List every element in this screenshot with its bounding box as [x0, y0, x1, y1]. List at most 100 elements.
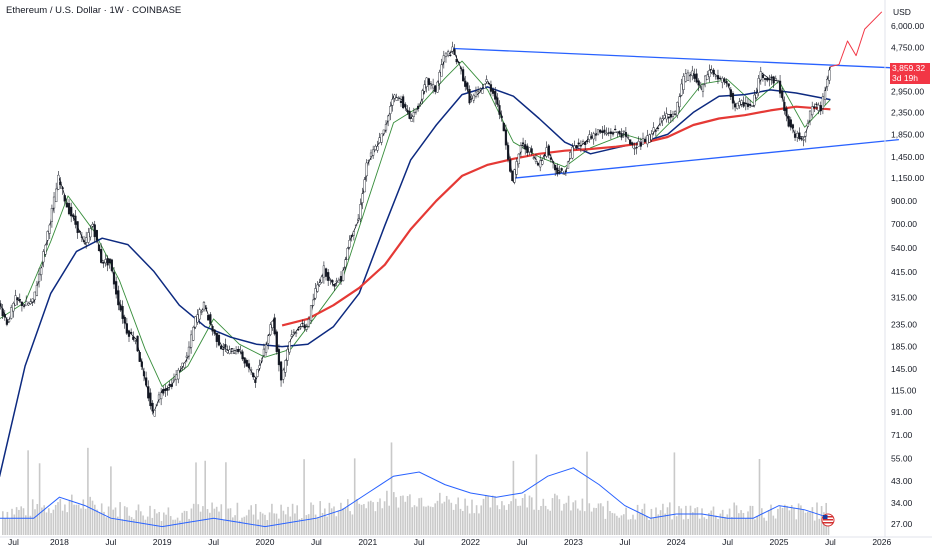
time-tick-label: Jul [517, 537, 528, 547]
volume-bar [222, 520, 225, 535]
candle-body [494, 91, 497, 100]
moving-average-mid-line [0, 86, 831, 478]
candle-body [562, 173, 565, 175]
volume-bar [501, 501, 503, 535]
candle-body [372, 149, 375, 156]
candle-body [125, 323, 128, 334]
price-tick-label: 540.00 [891, 243, 917, 253]
volume-bar [176, 517, 179, 535]
candle-body [279, 361, 283, 381]
time-tick-label: 2018 [50, 537, 69, 547]
candle-body [489, 84, 493, 92]
candle-body [712, 69, 715, 75]
volume-bar [225, 462, 227, 535]
volume-bar [468, 513, 471, 535]
candle-body [271, 320, 274, 328]
candle-body [609, 131, 612, 134]
volume-bar [20, 506, 22, 535]
candle-body [254, 379, 257, 383]
volume-bar [480, 505, 482, 535]
candle-body [744, 102, 747, 104]
volume-bar [682, 519, 685, 535]
candle-body [738, 101, 741, 106]
moving-average-slow-line [281, 105, 831, 327]
volume-bar [409, 494, 411, 535]
candle-body [472, 94, 475, 101]
candle-body [819, 105, 822, 112]
volume-bar [719, 513, 722, 535]
candle-body [153, 410, 156, 417]
volume-bar [756, 515, 758, 535]
candle-body [811, 106, 814, 115]
volume-bar [657, 514, 660, 535]
candle-body [729, 89, 732, 98]
volume-bar [330, 508, 333, 535]
price-tick-label: 1,150.00 [891, 173, 924, 183]
volume-bar [77, 504, 80, 535]
volume-bar [457, 497, 459, 535]
volume-bar [282, 510, 285, 535]
candle-body [192, 327, 195, 341]
volume-bar [450, 502, 453, 535]
candle-body [498, 105, 501, 115]
candle-body [410, 118, 413, 122]
candle-body [793, 133, 797, 138]
volume-bar [666, 507, 669, 535]
volume-bar [80, 508, 82, 535]
candle-body [327, 272, 330, 281]
candle-body [633, 147, 636, 150]
volume-bar [462, 511, 464, 535]
candle-body [611, 133, 615, 135]
candle-body [12, 303, 15, 312]
candle-body [168, 383, 171, 386]
candle-body [361, 193, 364, 203]
volume-bar [307, 514, 310, 535]
candle-body [234, 351, 238, 355]
candle-body [483, 84, 486, 89]
volume-bar [779, 506, 781, 535]
candle-body [333, 284, 336, 287]
candle-body [421, 90, 424, 100]
candle-body [172, 378, 176, 381]
volume-bar [319, 501, 321, 535]
volume-bar [813, 520, 816, 535]
volume-bar [590, 511, 593, 535]
candle-body [601, 130, 604, 133]
volume-bar [443, 501, 446, 535]
volume-bar [317, 517, 319, 535]
volume-bar [353, 458, 356, 535]
volume-bar [188, 518, 190, 535]
volume-bar [646, 516, 648, 535]
candle-body [429, 83, 433, 85]
candle-body [117, 290, 120, 306]
volume-bar [563, 503, 565, 535]
trendline-lower-line [513, 138, 899, 179]
candle-body [515, 161, 518, 175]
candle-body [759, 71, 762, 81]
candle-body [207, 315, 210, 321]
volume-bar [696, 507, 699, 535]
candle-body [170, 384, 173, 387]
candle-body [93, 224, 96, 238]
volume-bar [503, 505, 505, 535]
candle-body [768, 78, 771, 81]
trendline-upper-line [453, 47, 899, 69]
volume-bar [218, 511, 220, 535]
volume-bar [623, 514, 625, 535]
candle-body [55, 188, 58, 203]
candle-body [378, 137, 381, 143]
volume-bar [202, 506, 204, 535]
volume-bar [298, 519, 301, 535]
candle-body [432, 84, 435, 89]
us-flag-icon[interactable] [821, 513, 835, 527]
candle-body [339, 275, 343, 282]
time-tick-label: Jul [722, 537, 733, 547]
volume-bar [473, 513, 476, 535]
volume-bar [156, 513, 158, 535]
volume-bar [795, 519, 798, 535]
price-axis-currency: USD [893, 7, 911, 17]
volume-bar [57, 502, 59, 535]
volume-bar [121, 519, 124, 535]
volume-bar [641, 508, 643, 535]
